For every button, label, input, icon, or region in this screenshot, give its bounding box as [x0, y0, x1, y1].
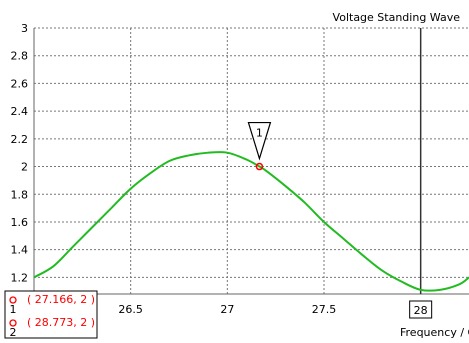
readout-marker-icon	[9, 319, 17, 327]
readout-marker-value: ( 27.166, 2 )	[27, 293, 95, 306]
marker-1-flag-id: 1	[256, 127, 263, 140]
y-tick-label: 1.2	[11, 271, 29, 284]
y-tick-label: 3	[21, 22, 28, 35]
y-tick-label: 2.2	[11, 133, 29, 146]
readout-marker-id: 1	[10, 303, 17, 316]
x-axis-label: Frequency / G	[400, 326, 469, 339]
chart-title: Voltage Standing Wave	[333, 11, 461, 24]
vswr-series-line	[33, 151, 469, 292]
cursor-label-box	[409, 300, 433, 319]
y-tick-label: 1.8	[11, 188, 29, 201]
readout-box-frame	[4, 290, 98, 339]
y-tick-labels: 3 2.8 2.6 2.4 2.2 2 1.8 1.6 1.4 1.2	[11, 22, 29, 284]
y-tick-label: 2.6	[11, 77, 29, 90]
y-tick-label: 1.4	[11, 244, 29, 257]
x-tick-label: 26.5	[118, 303, 143, 316]
x-tick-label: 27.5	[312, 303, 337, 316]
frequency-cursor[interactable]: 28	[409, 28, 433, 319]
marker-group: 1	[247, 121, 272, 171]
marker-readout-box: 1 ( 27.166, 2 ) 2 ( 28.773, 2 )	[4, 290, 98, 339]
y-tick-label: 1.6	[11, 216, 29, 229]
marker-1-point	[255, 162, 264, 171]
cursor-label: 28	[414, 304, 428, 317]
readout-marker-value: ( 28.773, 2 )	[27, 316, 95, 329]
readout-marker-icon	[9, 296, 17, 304]
y-tick-label: 2.4	[11, 105, 29, 118]
grid-lines	[34, 27, 469, 294]
y-tick-label: 2.8	[11, 50, 29, 63]
marker-1-flag	[247, 121, 272, 161]
x-tick-label: 27	[220, 303, 234, 316]
readout-marker-id: 2	[10, 326, 17, 339]
series-group	[33, 151, 469, 292]
y-tick-label: 2	[21, 161, 28, 174]
x-tick-labels: 26.5 27 27.5	[118, 303, 336, 316]
